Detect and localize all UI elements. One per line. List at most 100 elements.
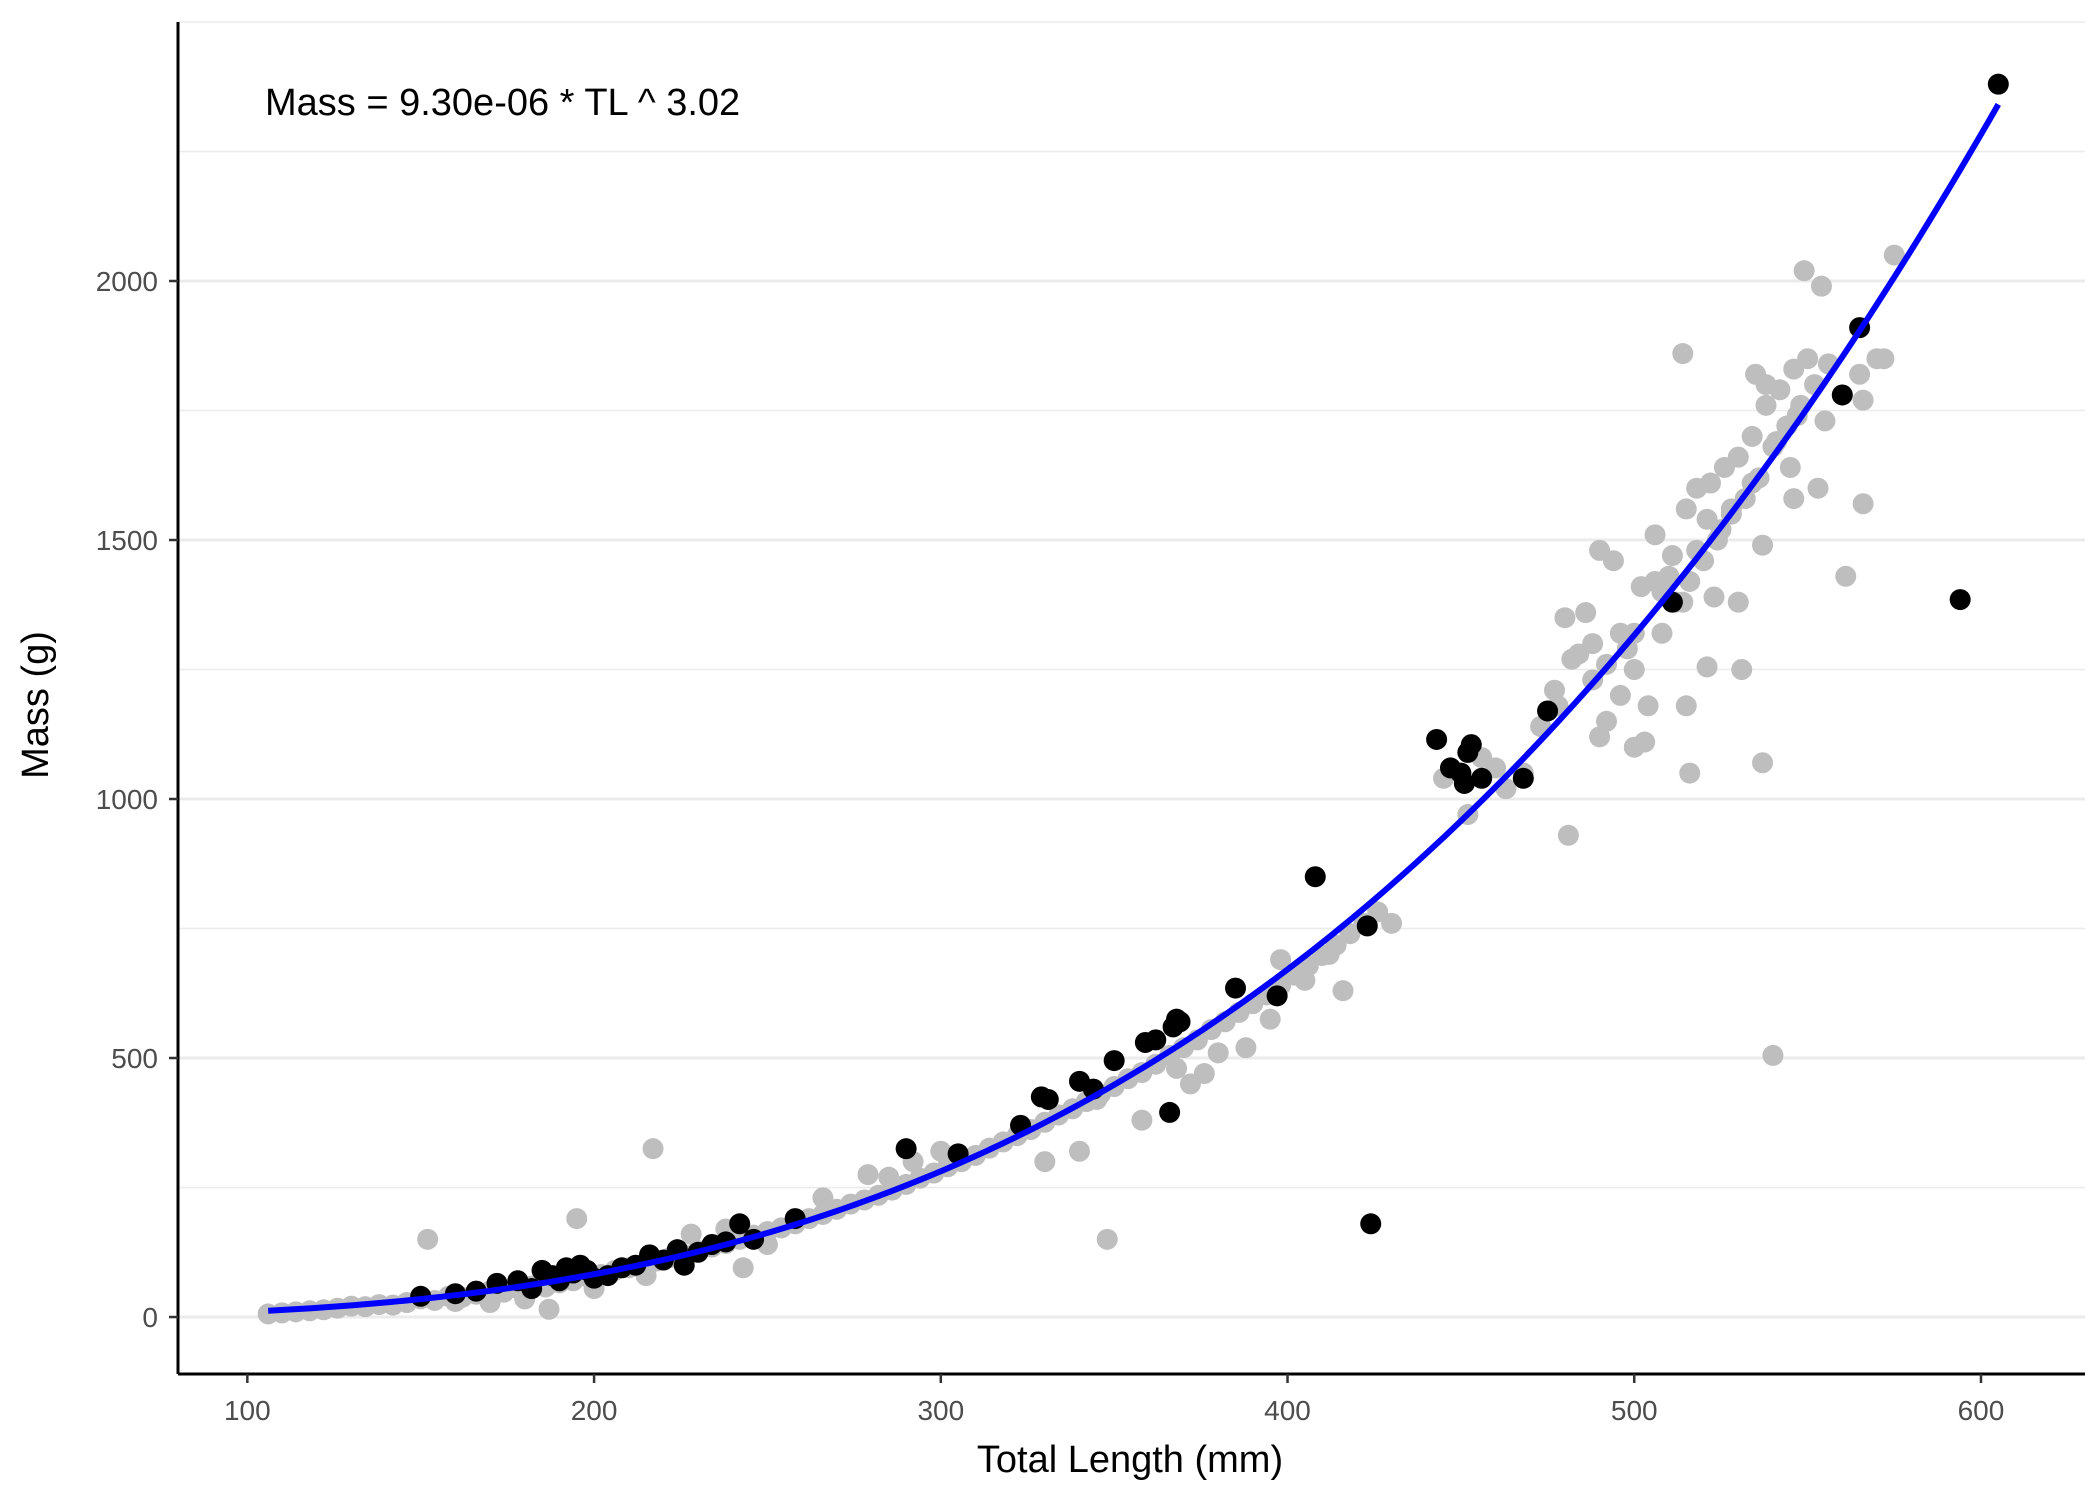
grey-data-point [1582,633,1604,655]
grey-data-point [1661,545,1683,567]
black-data-point [1356,915,1378,937]
grey-data-point [1193,1063,1215,1085]
grey-data-point [1810,275,1832,297]
x-tick-label: 500 [1611,1395,1658,1426]
black-data-point [1460,734,1482,756]
grey-data-point [812,1187,834,1209]
grey-data-point [1294,969,1316,991]
grey-data-point [1166,1057,1188,1079]
grey-data-point [1755,374,1777,396]
black-data-point [895,1138,917,1160]
axes [176,22,2085,1376]
grey-data-point [1561,648,1583,670]
grey-data-point [642,1138,664,1160]
grey-data-point [1835,565,1857,587]
grey-data-point [1557,824,1579,846]
fit-curve [267,102,2001,1314]
fit-line [267,102,2001,1314]
grey-data-point [1554,607,1576,629]
grey-data-point [1332,980,1354,1002]
grey-data-point [1696,508,1718,530]
grey-data-point [1797,348,1819,370]
black-data-point [1169,1011,1191,1033]
black-data-point [1949,589,1971,611]
grey-data-point [680,1223,702,1245]
x-tick-label: 600 [1958,1395,2005,1426]
grey-data-point [1589,726,1611,748]
grey-data-point [1575,602,1597,624]
grey-data-point [1793,260,1815,282]
grey-data-point [1762,1044,1784,1066]
ticks: 100 200 300 400 500 600 0 500 1000 1500 2000 [96,266,2005,1426]
grey-data-point [1259,1008,1281,1030]
black-data-point [1159,1101,1181,1123]
grey-data-point [1675,498,1697,520]
black-data-point [1987,73,2009,95]
grey-data-point [1752,534,1774,556]
grey-data-point [1068,1140,1090,1162]
y-tick-label: 500 [111,1043,158,1074]
grey-data-point [1755,394,1777,416]
grey-data-point [1852,493,1874,515]
grey-data-point [1741,425,1763,447]
grey-data-point [1270,949,1292,971]
grey-data-point [1651,622,1673,644]
grey-data-point [1609,622,1631,644]
grey-data-point [878,1166,900,1188]
grey-data-point [1034,1151,1056,1173]
grey-data-point [1807,477,1829,499]
grey-data-point [417,1228,439,1250]
y-axis-title: Mass (g) [15,631,57,779]
black-data-point [729,1213,751,1235]
grey-data-point [1637,695,1659,717]
grey-data-point [1752,752,1774,774]
black-data-point [1512,767,1534,789]
grey-data-point [1672,343,1694,365]
grey-data-point [1814,410,1836,432]
black-data-point [1471,767,1493,789]
grey-data-point [538,1298,560,1320]
data-points [257,73,2009,1325]
grey-data-point [1727,446,1749,468]
grey-data-point [1318,943,1340,965]
y-tick-label: 1500 [96,525,158,556]
grey-data-point [1731,659,1753,681]
grey-data-point [1675,695,1697,717]
black-data-point [1360,1213,1382,1235]
grey-data-point [1679,762,1701,784]
grey-data-point [1207,1042,1229,1064]
grey-data-point [1783,488,1805,510]
grey-data-point [566,1208,588,1230]
black-data-point [673,1254,695,1276]
x-tick-label: 300 [917,1395,964,1426]
grey-data-point [1703,586,1725,608]
black-data-point [1426,728,1448,750]
grey-data-point [1602,550,1624,572]
black-data-point [1266,985,1288,1007]
grey-data-point [1883,244,1905,266]
y-tick-label: 2000 [96,266,158,297]
black-data-point [1145,1029,1167,1051]
grey-data-point [1096,1228,1118,1250]
grey-data-point [1544,679,1566,701]
grey-data-point [1623,736,1645,758]
grey-data-point [1727,591,1749,613]
black-data-point [1453,772,1475,794]
x-tick-label: 100 [224,1395,271,1426]
black-data-point [1831,384,1853,406]
x-tick-label: 400 [1264,1395,1311,1426]
grey-data-point [1609,684,1631,706]
grey-data-point [1696,656,1718,678]
black-data-point [1225,977,1247,999]
grey-data-point [479,1292,501,1314]
x-axis-title: Total Length (mm) [977,1439,1283,1481]
black-data-point [1037,1088,1059,1110]
grey-data-point [930,1140,952,1162]
grey-data-point [732,1257,754,1279]
grey-data-point [1779,456,1801,478]
grey-data-point [1235,1037,1257,1059]
grey-data-point [1381,912,1403,934]
black-data-point [1537,700,1559,722]
grey-data-point [1700,472,1722,494]
